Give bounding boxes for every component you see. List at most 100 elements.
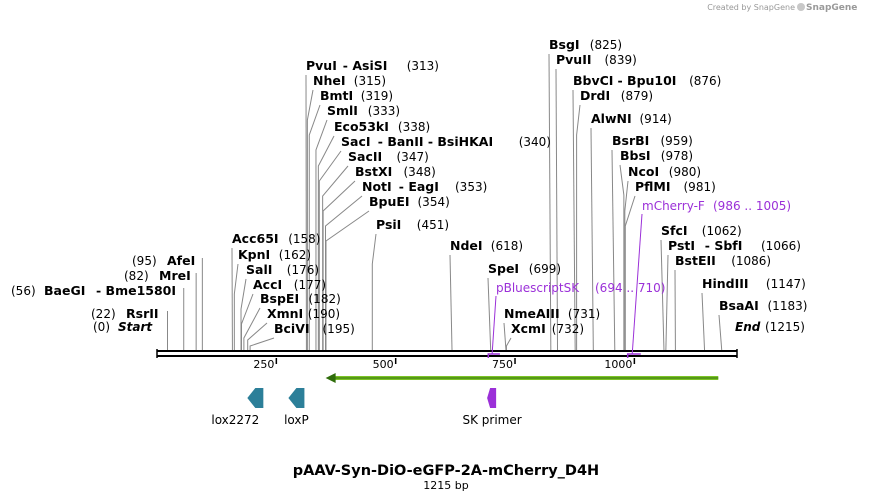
site-position: (340) <box>519 135 551 149</box>
feature-marker-icon <box>487 388 497 408</box>
site-afei[interactable]: (95) AfeI <box>132 253 195 268</box>
site-bmti[interactable]: BmtI (319) <box>320 88 393 103</box>
leader-line <box>371 233 377 350</box>
site-position: (839) <box>605 53 637 67</box>
site-alwni[interactable]: AlwNI (914) <box>591 111 672 126</box>
start-position: (0) <box>93 320 110 334</box>
site-position: (338) <box>398 120 430 134</box>
site-position: (95) <box>132 254 157 268</box>
site-xcmi[interactable]: XcmI (732) <box>511 321 584 336</box>
site-name: SalI <box>246 262 272 277</box>
site-name: SmlI <box>327 103 358 118</box>
site-position: (699) <box>529 262 561 276</box>
gene-arrow[interactable] <box>325 373 719 383</box>
site-position: (190) <box>308 307 340 321</box>
leader-line <box>306 89 314 350</box>
site-labels: (22) RsrII (56) BaeGI - Bme1580I(82) MreI(95)… <box>11 37 807 336</box>
site-pflmi[interactable]: PflMI (981) <box>635 179 716 194</box>
end-position: (1215) <box>765 320 805 334</box>
site-bsgi[interactable]: BsgI (825) <box>549 37 622 52</box>
site-bsteii[interactable]: BstEII (1086) <box>675 253 771 268</box>
site-position: (825) <box>590 38 622 52</box>
site-name: SpeI <box>488 261 519 276</box>
site-sacii[interactable]: SacII (347) <box>348 149 429 164</box>
site-name: PstI <box>668 238 695 253</box>
site-bpuei[interactable]: BpuEI (354) <box>369 194 450 209</box>
site-nhei[interactable]: NheI (315) <box>313 73 386 88</box>
site-bsaai[interactable]: BsaAI (1183) <box>719 298 807 313</box>
site-position: (82) <box>124 269 149 283</box>
site-ncoi[interactable]: NcoI (980) <box>628 164 701 179</box>
site-spei[interactable]: SpeI (699) <box>488 261 561 276</box>
site-psti[interactable]: PstI - SbfI (1066) <box>668 238 801 253</box>
site-name: KpnI <box>238 247 270 262</box>
site-name: BaeGI <box>44 283 85 298</box>
site-position: (347) <box>397 150 429 164</box>
site-noti[interactable]: NotI - EagI (353) <box>362 179 487 194</box>
site-nmeaiii[interactable]: NmeAIII (731) <box>504 306 600 321</box>
site-bbvci[interactable]: BbvCI - Bpu10I (876) <box>573 73 721 88</box>
site-bspei[interactable]: BspEI (182) <box>260 291 341 306</box>
site-alt: - AsiSI <box>343 58 388 73</box>
site-hindiii[interactable]: HindIII (1147) <box>702 276 806 291</box>
site-position: (354) <box>418 195 450 209</box>
site-psii[interactable]: PsiI (451) <box>376 217 449 232</box>
site-name: PsiI <box>376 217 401 232</box>
primer-pbluescriptsk[interactable]: pBluescriptSK (694 .. 710) <box>487 281 665 358</box>
site-position: (22) <box>91 307 116 321</box>
sequence-length: 1215 bp <box>423 479 468 492</box>
site-rsrii[interactable]: (22) RsrII <box>91 306 159 321</box>
site-pvui[interactable]: PvuI - AsiSI (313) <box>306 58 439 73</box>
site-bcivi[interactable]: BciVI (195) <box>274 321 355 336</box>
site-position: (176) <box>287 263 319 277</box>
site-name: PvuI <box>306 58 337 73</box>
ruler: 250 500 750 1000 <box>253 358 636 371</box>
feature-loxp[interactable]: loxP <box>284 388 309 427</box>
site-kpni[interactable]: KpnI (162) <box>238 247 311 262</box>
feature-lox2272[interactable]: lox2272 <box>211 388 264 427</box>
site-name: NdeI <box>450 238 483 253</box>
site-name: AlwNI <box>591 111 632 126</box>
tick-label-500: 500 <box>373 358 394 371</box>
site-position: (1062) <box>702 224 742 238</box>
site-name: BsrBI <box>612 133 649 148</box>
site-baegi[interactable]: (56) BaeGI - Bme1580I <box>11 283 176 298</box>
site-drdi[interactable]: DrdI (879) <box>580 88 653 103</box>
leader-line <box>555 68 559 351</box>
site-ndei[interactable]: NdeI (618) <box>450 238 523 253</box>
feature-label: lox2272 <box>211 413 259 427</box>
site-bbsi[interactable]: BbsI (978) <box>620 148 693 163</box>
site-sfci[interactable]: SfcI (1062) <box>661 223 742 238</box>
leader-line <box>247 322 268 350</box>
site-eco53ki[interactable]: Eco53kI (338) <box>334 119 430 134</box>
feature-label: loxP <box>284 413 309 427</box>
sequence-backbone[interactable] <box>156 349 738 358</box>
site-mrei[interactable]: (82) MreI <box>124 268 191 283</box>
primer-range: (694 .. 710) <box>595 281 665 295</box>
primer-mcherry-f[interactable]: mCherry-F (986 .. 1005) <box>626 199 791 358</box>
tick-label-1000: 1000 <box>604 358 632 371</box>
svg-text:SnapGene: SnapGene <box>806 3 857 13</box>
leader-line <box>660 239 665 351</box>
leader-line <box>243 307 261 350</box>
site-name: Acc65I <box>232 231 279 246</box>
site-sali[interactable]: SalI (176) <box>246 262 319 277</box>
site-smli[interactable]: SmlI (333) <box>327 103 400 118</box>
site-position: (732) <box>552 322 584 336</box>
site-bstxi[interactable]: BstXI (348) <box>355 164 436 179</box>
primer-name: mCherry-F <box>642 199 705 213</box>
site-position: (182) <box>309 292 341 306</box>
primer-bar <box>626 353 641 358</box>
leader-line <box>572 89 576 351</box>
site-acc65i[interactable]: Acc65I (158) <box>232 231 320 246</box>
site-position: (56) <box>11 284 36 298</box>
site-position: (879) <box>621 89 653 103</box>
site-saci[interactable]: SacI - BanII - BsiHKAI (340) <box>341 134 551 149</box>
site-xmni[interactable]: XmnI (190) <box>267 306 340 321</box>
site-bsrbi[interactable]: BsrBI (959) <box>612 133 693 148</box>
start-label: Start <box>118 320 153 334</box>
site-pvuii[interactable]: PvuII (839) <box>556 52 637 67</box>
feature-sk-primer[interactable]: SK primer <box>463 388 522 427</box>
site-name: Eco53kI <box>334 119 389 134</box>
site-acci[interactable]: AccI (177) <box>253 277 326 292</box>
